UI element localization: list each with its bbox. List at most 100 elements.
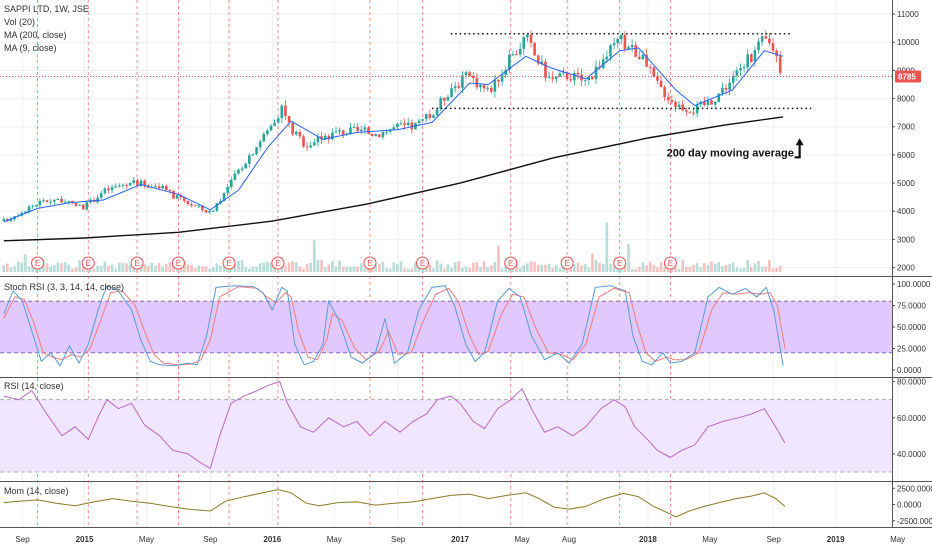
candle-body (681, 104, 684, 111)
candle-body (172, 190, 175, 199)
volume-bar (728, 263, 731, 272)
candle-body (320, 136, 323, 140)
earnings-marker-label: E (668, 259, 673, 268)
volume-bar (764, 266, 768, 272)
candle-body (536, 55, 540, 64)
volume-bar (598, 262, 601, 272)
volume-bar (497, 245, 500, 272)
volume-bar (504, 265, 508, 272)
volume-bar (399, 261, 403, 272)
volume-bar (583, 264, 587, 272)
volume-bar (699, 267, 703, 272)
earnings-marker (504, 256, 518, 270)
study-label-ma9[interactable]: MA (9, close) (4, 43, 57, 53)
study-label-volume[interactable]: Vol (20) (4, 17, 35, 27)
volume-bar (96, 265, 99, 272)
candle-body (645, 54, 648, 67)
volume-bar (435, 260, 439, 272)
time-tick-label: Aug (562, 535, 576, 544)
volume-bar (645, 265, 648, 272)
volume-bar (378, 264, 381, 272)
volume-bar (208, 268, 211, 272)
candle-body (515, 54, 518, 56)
volume-bar (760, 267, 764, 272)
candle-body (544, 61, 547, 78)
volume-bar (392, 262, 396, 272)
study-label-ma200[interactable]: MA (200, close) (4, 30, 67, 40)
candle-body (175, 195, 179, 199)
stoch-k-line (3, 285, 784, 367)
earnings-marker-label: E (420, 259, 425, 268)
candle-body (659, 80, 663, 88)
candle-body (396, 123, 399, 128)
volume-bar (601, 264, 605, 272)
candle-body (713, 101, 717, 105)
price-scale[interactable]: 1100010000900080007000600050004000300020… (892, 10, 932, 526)
candle-body (432, 115, 435, 118)
candle-body (554, 76, 558, 79)
earnings-marker-label: E (35, 259, 40, 268)
volume-bar (656, 267, 659, 272)
candle-body (486, 87, 489, 89)
candle-body (674, 101, 677, 108)
candle-body (771, 43, 775, 51)
candle-body (569, 79, 573, 81)
volume-bar (609, 263, 612, 272)
volume-bar (446, 264, 450, 272)
candle-body (623, 34, 627, 49)
candle-body (670, 100, 674, 102)
candle-body (558, 73, 562, 77)
volume-bar (118, 262, 121, 272)
volume-bar (284, 265, 287, 272)
candle-body (529, 34, 533, 43)
volume-bar (146, 265, 150, 272)
momentum-pane (3, 489, 786, 518)
candle-body (244, 163, 248, 169)
candle-body (778, 56, 782, 73)
candle-body (323, 135, 327, 140)
price-tick-label: 5000 (897, 179, 915, 188)
volume-bar (331, 261, 334, 272)
volume-bar (240, 260, 244, 272)
volume-bar (739, 268, 742, 272)
candle-body (27, 206, 31, 212)
stoch-rsi-pane (0, 285, 892, 367)
volume-bar (511, 267, 515, 272)
price-tick-label: 7000 (897, 123, 915, 132)
rsi-band (0, 399, 892, 472)
volume-bar (692, 264, 695, 272)
candle-body (616, 39, 619, 44)
volume-bar (414, 261, 417, 272)
candle-body (399, 123, 403, 125)
candle-body (273, 122, 276, 126)
candle-body (587, 76, 591, 81)
volume-bar (406, 268, 410, 272)
candle-body (208, 210, 211, 213)
earnings-marker-label: E (564, 259, 569, 268)
candle-body (305, 146, 309, 148)
earnings-marker (271, 256, 285, 270)
volume-bar (638, 266, 641, 272)
earnings-marker-label: E (275, 259, 280, 268)
volume-bar (670, 268, 674, 272)
stoch-rsi-title[interactable]: Stoch RSI (3, 3, 14, 14, close) (4, 282, 124, 292)
candle-body (489, 87, 493, 92)
volume-bar (219, 265, 222, 272)
earnings-marker-label: E (86, 259, 91, 268)
volume-bar (258, 263, 262, 272)
volume-bar (74, 267, 78, 272)
candle-body (215, 203, 219, 211)
earnings-marker-label: E (226, 259, 231, 268)
volume-bar (486, 267, 489, 272)
time-axis[interactable]: Sep 2015 May Sep 2016 May Sep 2017 May Aug 2018 May… (15, 535, 905, 544)
momentum-title[interactable]: Mom (14, close) (4, 486, 69, 496)
volume-bar (385, 268, 388, 272)
volume-bar (706, 264, 710, 272)
volume-bar (99, 265, 103, 272)
rsi-line (3, 380, 786, 470)
rsi-title[interactable]: RSI (14, close) (4, 381, 64, 391)
volume-bar (374, 263, 378, 272)
time-tick-label: Sep (15, 535, 30, 544)
volume-bar (359, 263, 363, 272)
candle-body (74, 202, 78, 206)
